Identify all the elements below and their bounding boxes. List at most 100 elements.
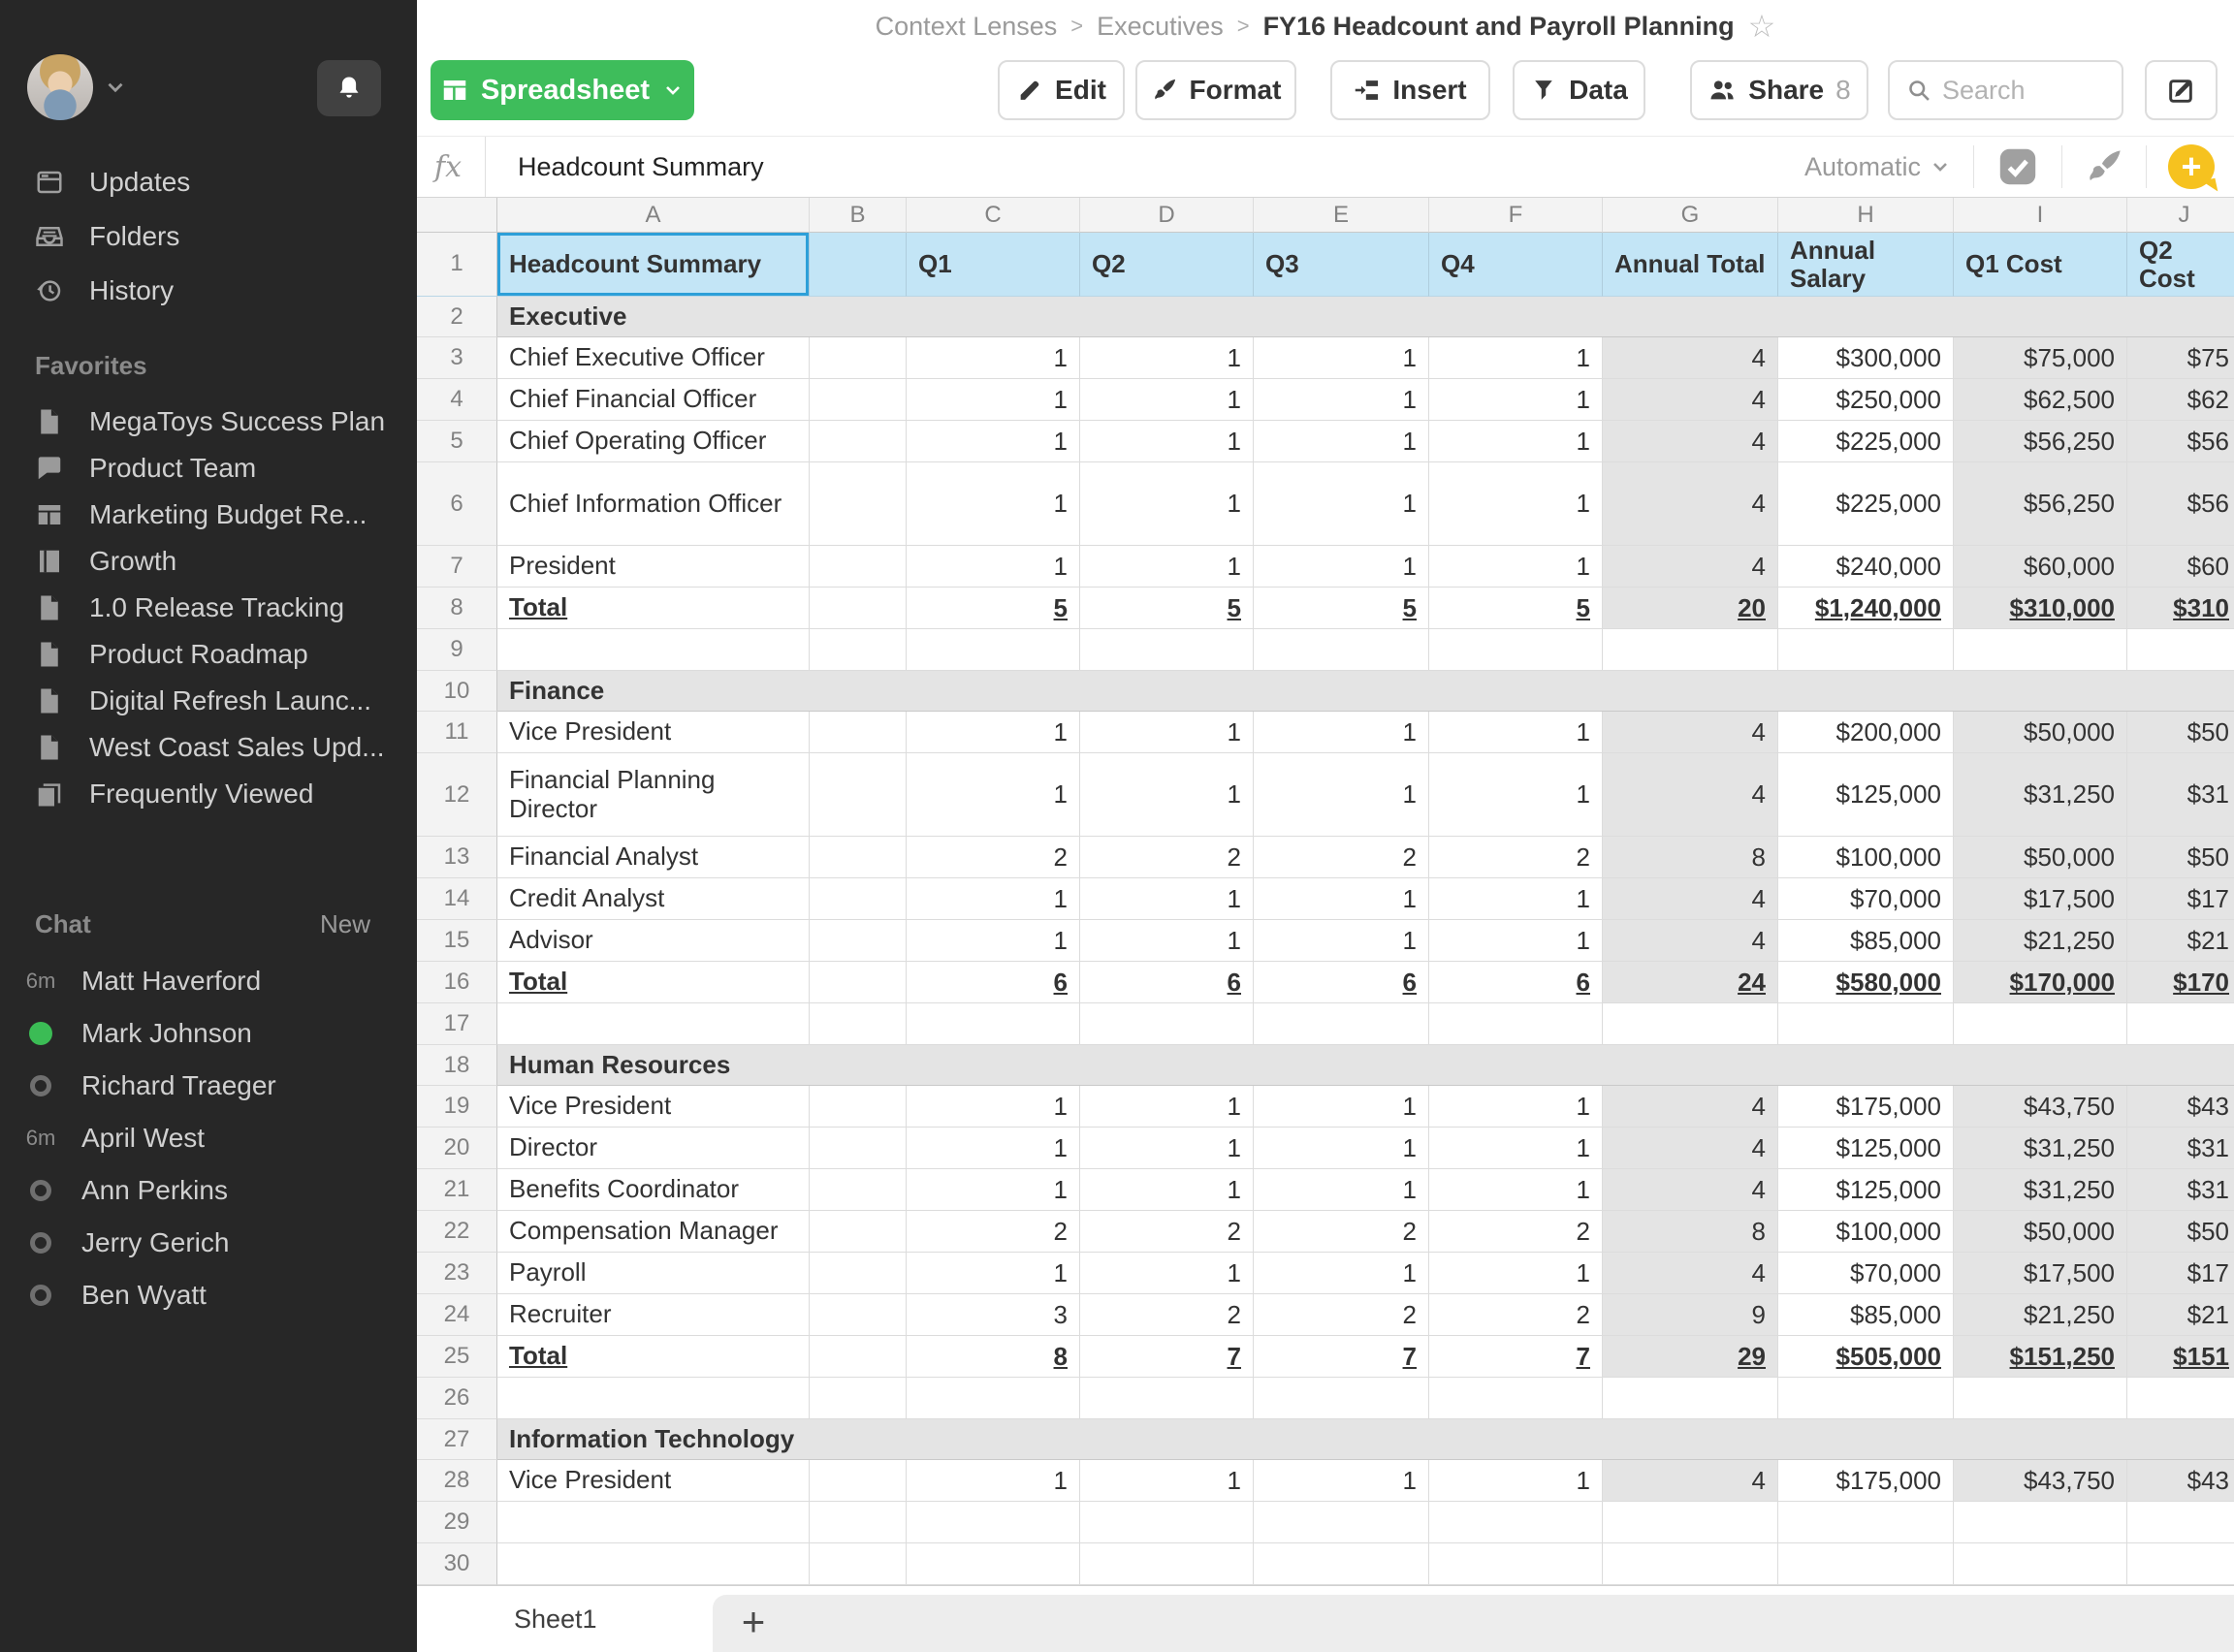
cell-B22[interactable] xyxy=(810,1211,907,1253)
chat-item[interactable]: Ann Perkins xyxy=(0,1164,417,1217)
cell-D22[interactable]: 2 xyxy=(1080,1211,1254,1253)
cell-F25[interactable]: 7 xyxy=(1429,1336,1603,1378)
cell-E13[interactable]: 2 xyxy=(1254,837,1429,878)
cell-F9[interactable] xyxy=(1429,629,1603,671)
add-sheet-button[interactable]: + xyxy=(741,1599,766,1644)
cell-D30[interactable] xyxy=(1080,1543,1254,1585)
cell-D17[interactable] xyxy=(1080,1003,1254,1045)
cell-J8[interactable]: $310 xyxy=(2127,588,2234,629)
row-number-4[interactable]: 4 xyxy=(417,379,497,421)
row-number-13[interactable]: 13 xyxy=(417,837,497,878)
cell-C13[interactable]: 2 xyxy=(907,837,1080,878)
cell-H11[interactable]: $200,000 xyxy=(1778,712,1954,753)
cell-H24[interactable]: $85,000 xyxy=(1778,1294,1954,1336)
checkbox-tool-icon[interactable] xyxy=(1995,144,2040,189)
cell-D28[interactable]: 1 xyxy=(1080,1460,1254,1502)
chat-item[interactable]: 6m Matt Haverford xyxy=(0,955,417,1007)
cell-A25[interactable]: Total xyxy=(497,1336,810,1378)
section-cell-10[interactable]: Finance xyxy=(497,671,2234,712)
cell-G7[interactable]: 4 xyxy=(1603,546,1778,588)
cell-G15[interactable]: 4 xyxy=(1603,920,1778,962)
cell-F24[interactable]: 2 xyxy=(1429,1294,1603,1336)
row-number-17[interactable]: 17 xyxy=(417,1003,497,1045)
cell-H23[interactable]: $70,000 xyxy=(1778,1253,1954,1294)
cell-G26[interactable] xyxy=(1603,1378,1778,1419)
chat-item[interactable]: Mark Johnson xyxy=(0,1007,417,1060)
cell-E29[interactable] xyxy=(1254,1502,1429,1543)
cell-A12[interactable]: Financial Planning Director xyxy=(497,753,810,837)
cell-C16[interactable]: 6 xyxy=(907,962,1080,1003)
cell-I14[interactable]: $17,500 xyxy=(1954,878,2127,920)
cell-I16[interactable]: $170,000 xyxy=(1954,962,2127,1003)
cell-I12[interactable]: $31,250 xyxy=(1954,753,2127,837)
cell-D4[interactable]: 1 xyxy=(1080,379,1254,421)
cell-E9[interactable] xyxy=(1254,629,1429,671)
row-number-16[interactable]: 16 xyxy=(417,962,497,1003)
section-cell-2[interactable]: Executive xyxy=(497,297,2234,337)
new-chat-button[interactable]: New xyxy=(319,909,370,938)
cell-H3[interactable]: $300,000 xyxy=(1778,337,1954,379)
cell-H4[interactable]: $250,000 xyxy=(1778,379,1954,421)
cell-J20[interactable]: $31 xyxy=(2127,1128,2234,1169)
favorite-item[interactable]: Frequently Viewed xyxy=(0,771,417,817)
cell-A15[interactable]: Advisor xyxy=(497,920,810,962)
cell-C19[interactable]: 1 xyxy=(907,1086,1080,1128)
row-number-22[interactable]: 22 xyxy=(417,1211,497,1253)
cell-E1[interactable]: Q3 xyxy=(1254,233,1429,297)
cell-A30[interactable] xyxy=(497,1543,810,1585)
cell-F11[interactable]: 1 xyxy=(1429,712,1603,753)
row-number-21[interactable]: 21 xyxy=(417,1169,497,1211)
format-button[interactable]: Format xyxy=(1135,60,1296,120)
cell-B23[interactable] xyxy=(810,1253,907,1294)
cell-F15[interactable]: 1 xyxy=(1429,920,1603,962)
cell-E5[interactable]: 1 xyxy=(1254,421,1429,462)
cell-E3[interactable]: 1 xyxy=(1254,337,1429,379)
favorite-item[interactable]: MegaToys Success Plan xyxy=(0,398,417,445)
cell-C9[interactable] xyxy=(907,629,1080,671)
cell-D26[interactable] xyxy=(1080,1378,1254,1419)
cell-C20[interactable]: 1 xyxy=(907,1128,1080,1169)
cell-J16[interactable]: $170 xyxy=(2127,962,2234,1003)
cell-B1[interactable] xyxy=(810,233,907,297)
cell-I25[interactable]: $151,250 xyxy=(1954,1336,2127,1378)
cell-D12[interactable]: 1 xyxy=(1080,753,1254,837)
cell-F3[interactable]: 1 xyxy=(1429,337,1603,379)
cell-F13[interactable]: 2 xyxy=(1429,837,1603,878)
cell-D16[interactable]: 6 xyxy=(1080,962,1254,1003)
cell-E26[interactable] xyxy=(1254,1378,1429,1419)
cell-F4[interactable]: 1 xyxy=(1429,379,1603,421)
breadcrumb-item[interactable]: Context Lenses xyxy=(875,11,1058,41)
cell-F16[interactable]: 6 xyxy=(1429,962,1603,1003)
column-letter-F[interactable]: F xyxy=(1429,198,1603,233)
cell-I1[interactable]: Q1 Cost xyxy=(1954,233,2127,297)
cell-B24[interactable] xyxy=(810,1294,907,1336)
cell-H16[interactable]: $580,000 xyxy=(1778,962,1954,1003)
column-letter-C[interactable]: C xyxy=(907,198,1080,233)
cell-A22[interactable]: Compensation Manager xyxy=(497,1211,810,1253)
grid-corner[interactable] xyxy=(417,198,497,233)
cell-G25[interactable]: 29 xyxy=(1603,1336,1778,1378)
favorite-item[interactable]: 1.0 Release Tracking xyxy=(0,585,417,631)
row-number-12[interactable]: 12 xyxy=(417,753,497,837)
cell-F7[interactable]: 1 xyxy=(1429,546,1603,588)
cell-A1[interactable]: Headcount Summary xyxy=(497,233,810,297)
cell-F30[interactable] xyxy=(1429,1543,1603,1585)
row-number-1[interactable]: 1 xyxy=(417,233,497,297)
cell-H1[interactable]: Annual Salary xyxy=(1778,233,1954,297)
cell-J28[interactable]: $43 xyxy=(2127,1460,2234,1502)
cell-A6[interactable]: Chief Information Officer xyxy=(497,462,810,546)
cell-H12[interactable]: $125,000 xyxy=(1778,753,1954,837)
cell-C23[interactable]: 1 xyxy=(907,1253,1080,1294)
cell-A8[interactable]: Total xyxy=(497,588,810,629)
search-box[interactable] xyxy=(1888,60,2123,120)
cell-A20[interactable]: Director xyxy=(497,1128,810,1169)
cell-F22[interactable]: 2 xyxy=(1429,1211,1603,1253)
cell-B28[interactable] xyxy=(810,1460,907,1502)
favorite-item[interactable]: West Coast Sales Upd... xyxy=(0,724,417,771)
cell-G14[interactable]: 4 xyxy=(1603,878,1778,920)
calc-mode-dropdown[interactable]: Automatic xyxy=(1804,152,1952,182)
column-letter-A[interactable]: A xyxy=(497,198,810,233)
cell-H20[interactable]: $125,000 xyxy=(1778,1128,1954,1169)
cell-D1[interactable]: Q2 xyxy=(1080,233,1254,297)
data-button[interactable]: Data xyxy=(1513,60,1645,120)
